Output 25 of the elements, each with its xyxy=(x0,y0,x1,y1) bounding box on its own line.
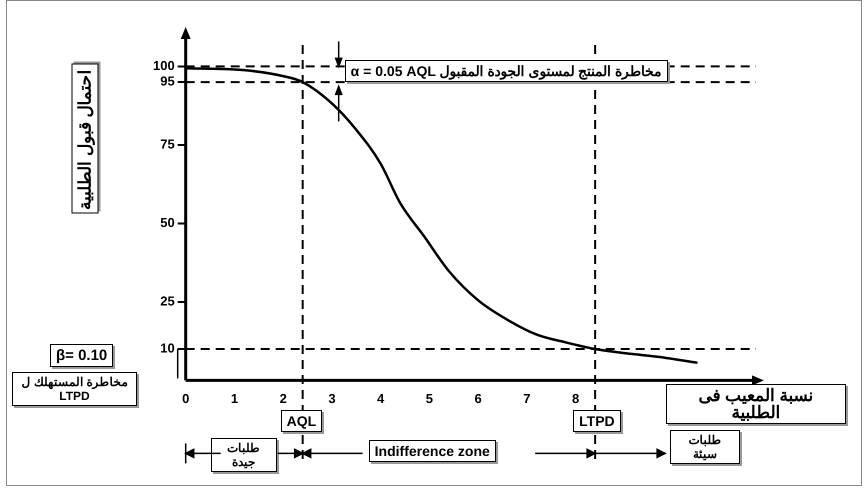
ref-line-label: AQL xyxy=(280,410,322,432)
y-tick-label: 95 xyxy=(160,74,175,89)
y-axis-title: احتمال قبول الطلبية xyxy=(72,64,98,214)
text: طلبات سيئة xyxy=(670,430,740,464)
x-tick-label: 4 xyxy=(377,390,386,406)
x-tick-label: 1 xyxy=(230,390,238,406)
ref-line-label: LTPD xyxy=(573,410,621,432)
x-tick-label: 3 xyxy=(328,390,336,406)
annotation: α = 0.05 AQL مخاطرة المنتج لمستوى الجودة المقبول xyxy=(344,60,668,82)
text: β= 0.10 xyxy=(50,344,114,368)
y-tick-label: 50 xyxy=(160,214,175,230)
y-tick-label: 25 xyxy=(160,293,175,308)
text: مخاطرة المستهلك ل LTPD xyxy=(12,372,137,406)
x-axis-title: نسبة المعيب فى الطلبية xyxy=(666,384,846,424)
y-tick-label: 10 xyxy=(160,340,175,356)
x-tick-label: 7 xyxy=(523,390,531,406)
x-tick-label: 5 xyxy=(426,390,434,406)
x-tick-label: 0 xyxy=(182,390,190,406)
x-tick-label: 2 xyxy=(280,390,287,406)
text: Indifference zone xyxy=(368,440,496,462)
x-tick-label: 8 xyxy=(572,390,580,406)
text: طلبات جيدة xyxy=(210,438,277,472)
y-tick-label: 75 xyxy=(160,136,175,152)
y-tick-label: 100 xyxy=(152,58,175,73)
x-tick-label: 6 xyxy=(474,390,482,406)
